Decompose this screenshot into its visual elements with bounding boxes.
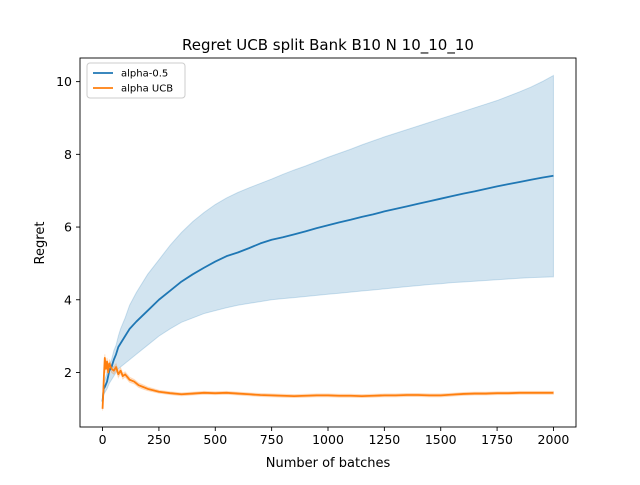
y-tick-label: 4 xyxy=(64,292,72,307)
axes: 0 250 500 750 1000 1250 1500 1750 2000 2 4 6 8 10 xyxy=(56,57,577,447)
y-tick-label: 6 xyxy=(64,220,72,235)
chart-title: Regret UCB split Bank B10 N 10_10_10 xyxy=(182,36,474,55)
legend: alpha-0.5 alpha UCB xyxy=(86,62,186,99)
x-tick-label: 1750 xyxy=(481,432,513,447)
x-tick-label: 1500 xyxy=(425,432,457,447)
series-line-alpha-0.5 xyxy=(101,174,554,402)
legend-label-alpha-ucb: alpha UCB xyxy=(121,84,173,95)
x-tick-label: 1000 xyxy=(312,432,344,447)
x-tick-label: 750 xyxy=(260,432,284,447)
y-tick-label: 10 xyxy=(56,74,72,89)
confidence-band-alpha-0.5 xyxy=(102,74,554,406)
legend-label-alpha-0.5: alpha-0.5 xyxy=(121,69,168,80)
x-tick-label: 0 xyxy=(99,432,107,447)
x-tick-label: 500 xyxy=(203,432,227,447)
series-line-alpha-ucb xyxy=(101,357,554,409)
y-tick-label: 2 xyxy=(64,365,72,380)
x-tick-label: 1250 xyxy=(368,432,400,447)
plot-area xyxy=(101,74,554,411)
x-tick-label: 250 xyxy=(147,432,171,447)
y-tick-label: 8 xyxy=(64,147,72,162)
x-tick-label: 2000 xyxy=(538,432,570,447)
x-axis-label: Number of batches xyxy=(266,456,391,471)
legend-frame xyxy=(86,62,186,99)
y-axis-label: Regret xyxy=(33,222,48,265)
confidence-band-alpha-ucb xyxy=(102,354,554,411)
